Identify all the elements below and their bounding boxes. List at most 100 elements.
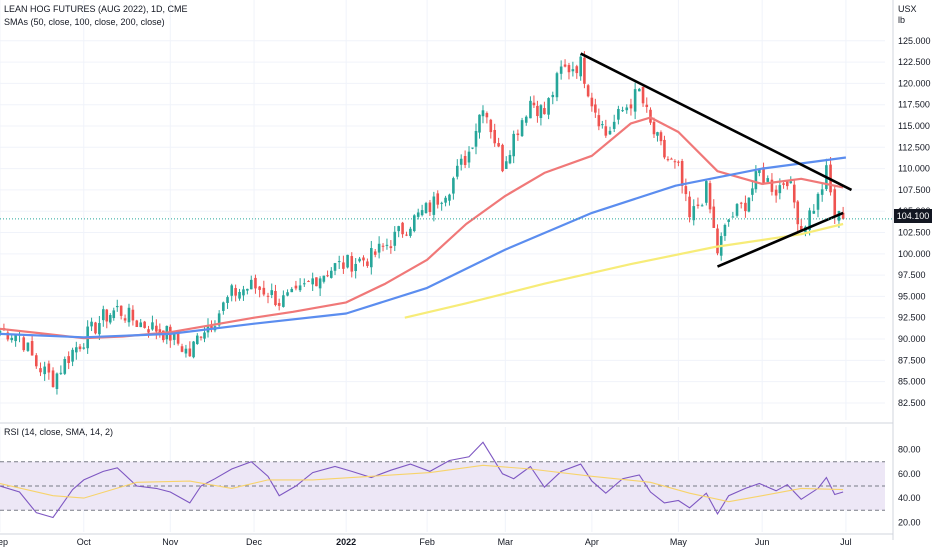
candle	[547, 97, 550, 120]
candle	[744, 195, 747, 218]
candle-body	[547, 98, 550, 115]
time-tick-label: Jun	[755, 537, 770, 547]
candle-body	[286, 292, 289, 296]
candle	[337, 255, 341, 270]
candle	[108, 313, 112, 325]
candle-body	[59, 372, 63, 374]
price-pane[interactable]	[0, 51, 893, 395]
candle	[0, 328, 2, 337]
candle	[712, 199, 716, 229]
candle-body	[158, 329, 162, 334]
candle	[692, 199, 696, 226]
candle-body	[747, 197, 751, 212]
candle-body	[436, 193, 440, 205]
candle-body	[455, 165, 459, 177]
time-tick-label: Oct	[77, 537, 92, 547]
candle-body	[298, 285, 302, 291]
candle-body	[22, 337, 26, 351]
rsi-pane[interactable]	[0, 441, 844, 519]
candle	[455, 159, 459, 180]
candle	[143, 320, 146, 329]
candle	[501, 143, 504, 173]
candle-body	[230, 285, 234, 296]
candle-body	[135, 320, 139, 328]
candle	[254, 274, 257, 294]
candle-body	[688, 196, 691, 218]
candle	[481, 105, 485, 124]
candle	[14, 334, 17, 347]
candle-body	[55, 373, 59, 390]
candle	[238, 288, 241, 301]
candle-body	[428, 202, 432, 213]
candle-body	[586, 85, 590, 97]
candle-body	[520, 120, 524, 137]
candle-body	[444, 197, 447, 203]
candle	[18, 330, 21, 343]
candle-body	[497, 143, 500, 147]
candle-body	[217, 313, 221, 326]
candle	[575, 64, 579, 79]
candle-body	[633, 89, 637, 112]
price-tick-label: 110.000	[898, 164, 930, 174]
trendline-lower	[716, 211, 844, 268]
candle	[315, 277, 318, 287]
candle	[666, 156, 670, 162]
candle	[452, 176, 455, 200]
candle-body	[727, 219, 730, 222]
candle	[366, 258, 369, 268]
candle	[597, 108, 601, 131]
candle-body	[758, 169, 761, 173]
candle-body	[841, 212, 845, 219]
candle	[192, 340, 195, 359]
candle	[586, 84, 590, 98]
candle-body	[151, 322, 154, 330]
candle	[684, 178, 688, 202]
candle	[751, 181, 754, 202]
candle-body	[816, 193, 820, 210]
time-tick-label: Sep	[0, 537, 8, 547]
candle	[536, 100, 539, 123]
candle-body	[282, 295, 285, 307]
candle-body	[176, 330, 180, 344]
candle-body	[820, 189, 824, 195]
candle	[559, 60, 563, 80]
price-tick-label: 97.500	[898, 270, 926, 280]
candle	[579, 54, 582, 81]
price-tick-label: 95.000	[898, 291, 926, 301]
candle-body	[105, 309, 109, 322]
candle	[524, 115, 528, 126]
candle-body	[567, 65, 571, 73]
price-tick-label: 85.000	[898, 377, 926, 387]
candle-body	[405, 234, 408, 236]
candle-body	[0, 330, 2, 333]
candle-body	[14, 334, 17, 342]
candle	[617, 105, 620, 125]
candle	[354, 258, 357, 279]
candle-body	[739, 202, 743, 204]
candle-body	[659, 132, 663, 142]
candle-body	[192, 341, 195, 358]
candle-body	[354, 263, 357, 272]
candle-body	[127, 307, 131, 323]
candle-body	[543, 108, 546, 115]
candle-body	[270, 290, 274, 295]
candle	[286, 289, 289, 297]
candle-body	[677, 161, 680, 163]
candle	[812, 204, 816, 215]
candle	[539, 104, 543, 126]
candle	[234, 284, 237, 302]
candle-body	[123, 318, 127, 321]
candle-body	[762, 167, 765, 184]
candle	[401, 221, 404, 238]
candle	[420, 204, 424, 217]
price-tick-label: 120.000	[898, 78, 931, 88]
candle-body	[512, 133, 515, 157]
candle	[139, 318, 143, 328]
candle	[184, 344, 188, 358]
grid	[0, 0, 885, 532]
candle	[393, 226, 397, 252]
candle	[594, 98, 597, 118]
candle-body	[723, 224, 727, 236]
candle	[808, 207, 811, 236]
candle	[59, 365, 63, 376]
